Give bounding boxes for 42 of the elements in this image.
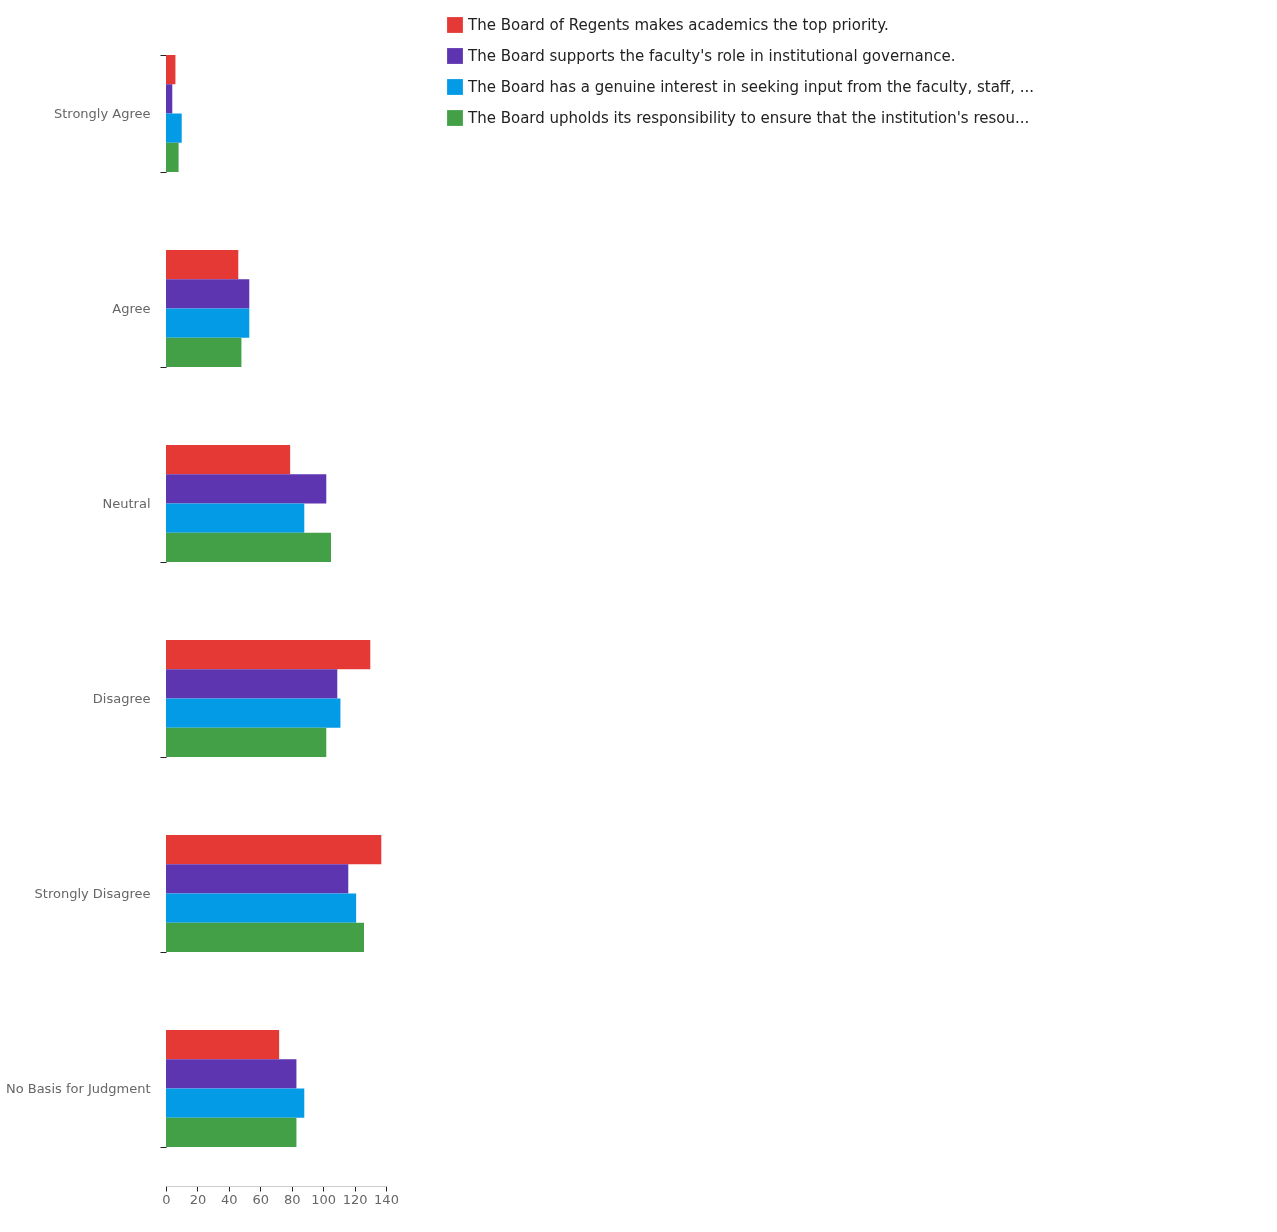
bar [166,893,357,923]
bar [166,474,327,504]
bar [166,698,341,728]
x-tick-label: 80 [283,1191,301,1207]
x-tick-label: 140 [374,1191,399,1207]
bar [166,669,338,699]
legend-label: The Board has a genuine interest in seeking input from the faculty, staff, ... [467,78,1035,96]
x-tick-label: 20 [189,1191,207,1207]
legend-label: The Board of Regents makes academics the top priority. [467,16,889,34]
bar [166,727,327,757]
legend-label: The Board supports the faculty's role in institutional governance. [467,47,956,65]
legend-label: The Board upholds its responsibility to ensure that the institution's resou... [467,109,1030,127]
bar [166,55,176,85]
bar [166,84,173,114]
bar [166,1117,297,1147]
x-tick-label: 0 [162,1191,171,1207]
bar [166,1088,305,1118]
bar [166,835,382,865]
x-tick-label: 60 [252,1191,270,1207]
bar [166,113,182,143]
bar [166,922,364,952]
y-tick-label: Agree [112,301,151,316]
y-tick-label: Strongly Disagree [34,886,151,901]
bar [166,337,242,367]
y-tick-label: No Basis for Judgment [5,1081,151,1096]
y-tick-label: Disagree [92,691,151,706]
y-tick-label: Strongly Agree [54,106,151,121]
bar [166,445,291,475]
x-tick-label: 120 [342,1191,368,1207]
bar [166,279,250,309]
bar [166,1030,280,1060]
bar [166,864,349,894]
y-tick-label: Neutral [102,496,151,511]
bar [166,640,371,670]
bar [166,532,331,562]
x-tick-label: 100 [311,1191,337,1207]
bar [166,142,179,172]
bar [166,1059,297,1089]
x-tick-label: 40 [221,1191,238,1207]
bar [166,308,250,338]
bar [166,503,305,533]
bar [166,250,239,280]
